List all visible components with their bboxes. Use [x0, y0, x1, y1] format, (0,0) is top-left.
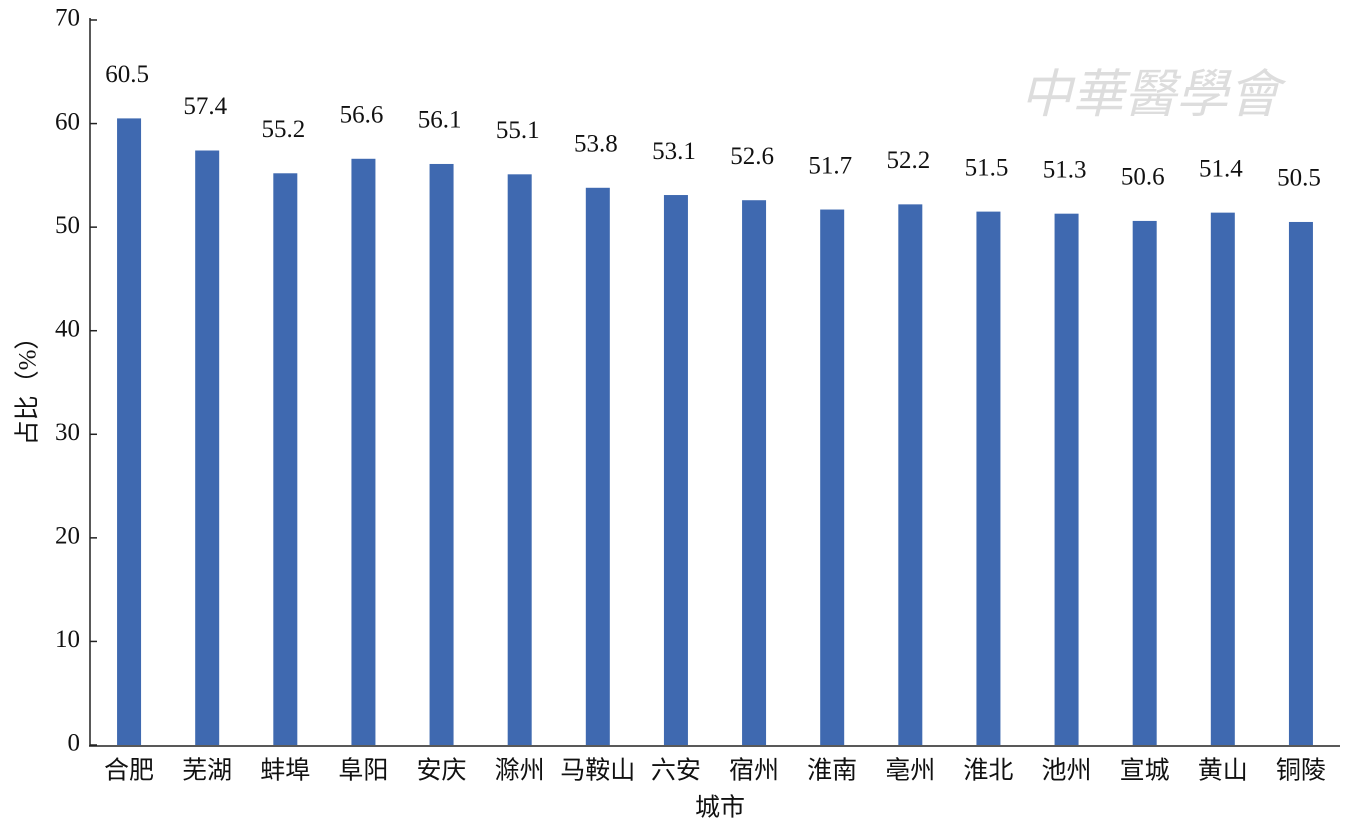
x-tick-label: 合肥 [104, 757, 154, 785]
bar [195, 150, 220, 745]
x-tick-label: 铜陵 [1276, 757, 1326, 785]
x-tick-label: 淮南 [807, 757, 857, 785]
x-tick-label: 池州 [1042, 757, 1092, 785]
y-tick-label: 30 [55, 419, 80, 446]
data-label: 50.6 [1121, 164, 1165, 191]
y-tick-label: 50 [55, 212, 80, 239]
x-tick-label: 黄山 [1198, 757, 1248, 785]
y-tick-label: 70 [55, 5, 80, 32]
data-label: 56.1 [418, 107, 462, 134]
bar [898, 204, 923, 745]
bar [976, 211, 1001, 745]
data-label: 50.5 [1277, 165, 1321, 192]
bar [742, 200, 767, 745]
x-tick-label: 阜阳 [338, 757, 388, 785]
bar [351, 158, 376, 746]
x-tick-label: 宿州 [729, 757, 779, 785]
data-label: 51.5 [965, 154, 1009, 181]
data-label: 53.1 [652, 138, 696, 165]
bar [117, 118, 142, 745]
x-tick-label: 安庆 [417, 757, 467, 785]
y-tick-label: 20 [55, 523, 80, 550]
data-label: 52.2 [886, 147, 930, 174]
y-tick-label: 10 [55, 626, 80, 653]
y-tick-label: 40 [55, 315, 80, 342]
data-label: 60.5 [105, 61, 149, 88]
x-tick-label: 亳州 [885, 757, 935, 785]
x-tick-label: 六安 [651, 757, 701, 785]
data-label: 55.2 [261, 116, 305, 143]
bar [820, 209, 845, 746]
x-tick-label: 滁州 [495, 757, 545, 785]
x-tick-label: 蚌埠 [260, 757, 310, 785]
x-tick-label: 淮北 [963, 757, 1013, 785]
data-label: 51.7 [808, 152, 852, 179]
data-label: 55.1 [496, 117, 540, 144]
bar [1288, 221, 1313, 745]
bar [585, 187, 610, 746]
y-axis-title: 占比（%） [14, 325, 42, 446]
watermark: 中華醫學會 [1020, 67, 1287, 124]
x-tick-label: 马鞍山 [560, 757, 635, 785]
x-axis-title: 城市 [695, 794, 745, 822]
bar [663, 195, 688, 746]
data-label: 51.3 [1043, 156, 1087, 183]
bar [1054, 213, 1079, 745]
x-tick-label: 芜湖 [182, 757, 232, 785]
bar [429, 163, 454, 745]
bar [507, 174, 532, 746]
x-tick-label: 宣城 [1120, 757, 1170, 785]
data-label: 57.4 [183, 93, 227, 120]
data-label: 56.6 [340, 102, 384, 129]
bar [273, 173, 298, 746]
data-label: 53.8 [574, 131, 618, 158]
y-tick-label: 0 [68, 730, 81, 757]
data-label: 51.4 [1199, 155, 1243, 182]
bar [1210, 212, 1235, 746]
data-label: 52.6 [730, 143, 774, 170]
bar [1132, 220, 1157, 745]
y-tick-label: 60 [55, 108, 80, 135]
